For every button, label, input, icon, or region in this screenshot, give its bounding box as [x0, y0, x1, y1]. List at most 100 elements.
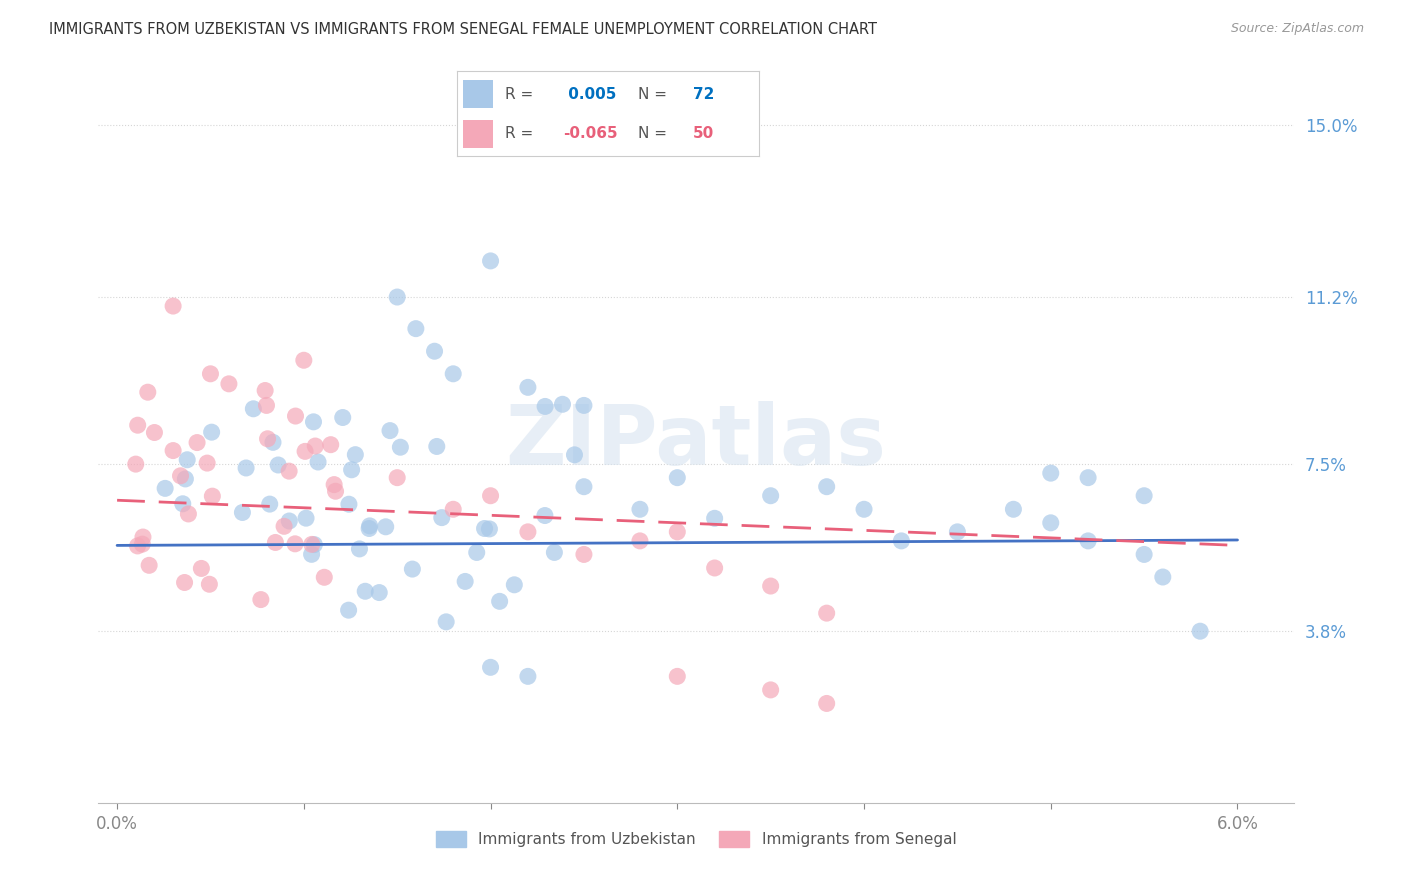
Point — [319, 438, 342, 452]
Point — [516, 669, 538, 683]
Point — [815, 606, 838, 620]
Point — [200, 367, 222, 381]
Point — [666, 524, 689, 539]
Point — [162, 443, 184, 458]
Point — [1039, 466, 1062, 480]
Text: 72: 72 — [693, 87, 714, 102]
Point — [1039, 516, 1062, 530]
Point — [465, 545, 488, 559]
Point — [759, 682, 782, 697]
Point — [516, 524, 538, 539]
Point — [359, 519, 381, 533]
Point — [250, 592, 273, 607]
Point — [127, 539, 149, 553]
Point — [389, 440, 412, 454]
Point — [405, 321, 427, 335]
Point — [628, 502, 651, 516]
Point — [666, 669, 689, 683]
Point — [195, 456, 218, 470]
Point — [628, 533, 651, 548]
Point — [368, 585, 391, 599]
Point — [278, 464, 301, 478]
Point — [292, 353, 315, 368]
Point — [162, 299, 184, 313]
Point — [231, 506, 253, 520]
Point — [127, 418, 149, 433]
Point — [815, 480, 838, 494]
Point — [198, 577, 221, 591]
Text: 50: 50 — [693, 126, 714, 141]
Point — [307, 455, 329, 469]
Point — [132, 530, 155, 544]
Point — [131, 537, 153, 551]
Text: ZIPatlas: ZIPatlas — [506, 401, 886, 482]
Y-axis label: Female Unemployment: Female Unemployment — [0, 352, 7, 531]
Point — [138, 558, 160, 573]
Point — [401, 562, 423, 576]
Point — [323, 477, 346, 491]
Point — [262, 435, 284, 450]
Point — [572, 548, 595, 562]
Point — [474, 521, 496, 535]
Point — [1077, 471, 1099, 485]
Point — [434, 615, 457, 629]
Point — [479, 253, 502, 268]
Point — [344, 448, 367, 462]
Point — [332, 410, 354, 425]
Point — [242, 401, 264, 416]
Point — [1077, 533, 1099, 548]
Point — [256, 398, 278, 412]
Point — [853, 502, 876, 516]
Point — [1002, 502, 1025, 516]
Point — [294, 444, 316, 458]
Point — [218, 376, 240, 391]
Point — [259, 497, 281, 511]
Point — [273, 519, 295, 533]
Point — [946, 524, 969, 539]
Point — [385, 290, 409, 304]
Point — [1133, 489, 1156, 503]
Point — [374, 520, 396, 534]
Point — [1189, 624, 1212, 639]
Point — [503, 578, 526, 592]
Point — [1152, 570, 1174, 584]
Point — [534, 508, 557, 523]
Point — [479, 489, 502, 503]
Point — [759, 489, 782, 503]
Point — [284, 537, 307, 551]
Point — [759, 579, 782, 593]
Point — [703, 561, 725, 575]
Point — [301, 537, 323, 551]
Point — [176, 452, 198, 467]
Point — [430, 510, 453, 524]
Point — [284, 409, 307, 423]
Point — [278, 514, 301, 528]
Point — [423, 344, 446, 359]
Text: R =: R = — [505, 126, 538, 141]
Point — [337, 497, 360, 511]
Point — [516, 380, 538, 394]
Point — [136, 385, 159, 400]
Point — [143, 425, 166, 440]
FancyBboxPatch shape — [463, 120, 494, 147]
Point — [314, 570, 336, 584]
Point — [478, 522, 501, 536]
Point — [174, 472, 197, 486]
Point — [304, 538, 326, 552]
Text: N =: N = — [638, 126, 672, 141]
Legend: Immigrants from Uzbekistan, Immigrants from Senegal: Immigrants from Uzbekistan, Immigrants f… — [429, 825, 963, 853]
Point — [543, 545, 565, 559]
Point — [354, 584, 377, 599]
Point — [302, 415, 325, 429]
Point — [301, 547, 323, 561]
Point — [190, 561, 212, 575]
Point — [337, 603, 360, 617]
FancyBboxPatch shape — [463, 80, 494, 108]
Point — [304, 439, 326, 453]
Point — [534, 400, 557, 414]
Point — [177, 507, 200, 521]
Point — [479, 660, 502, 674]
Point — [201, 489, 224, 503]
Text: -0.065: -0.065 — [562, 126, 617, 141]
Point — [426, 440, 449, 454]
